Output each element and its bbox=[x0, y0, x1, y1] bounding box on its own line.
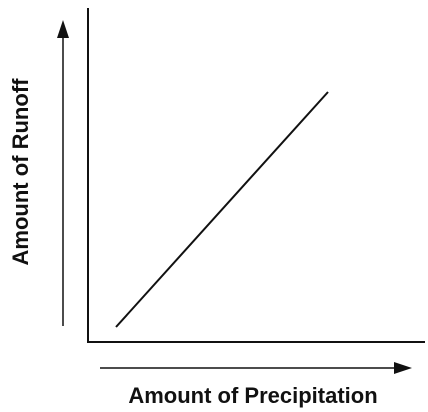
x-axis-label: Amount of Precipitation bbox=[128, 383, 377, 408]
y-arrow-head bbox=[57, 20, 69, 38]
trend-line bbox=[115, 91, 329, 328]
y-axis-label: Amount of Runoff bbox=[8, 78, 33, 266]
x-arrow-head bbox=[394, 362, 412, 374]
